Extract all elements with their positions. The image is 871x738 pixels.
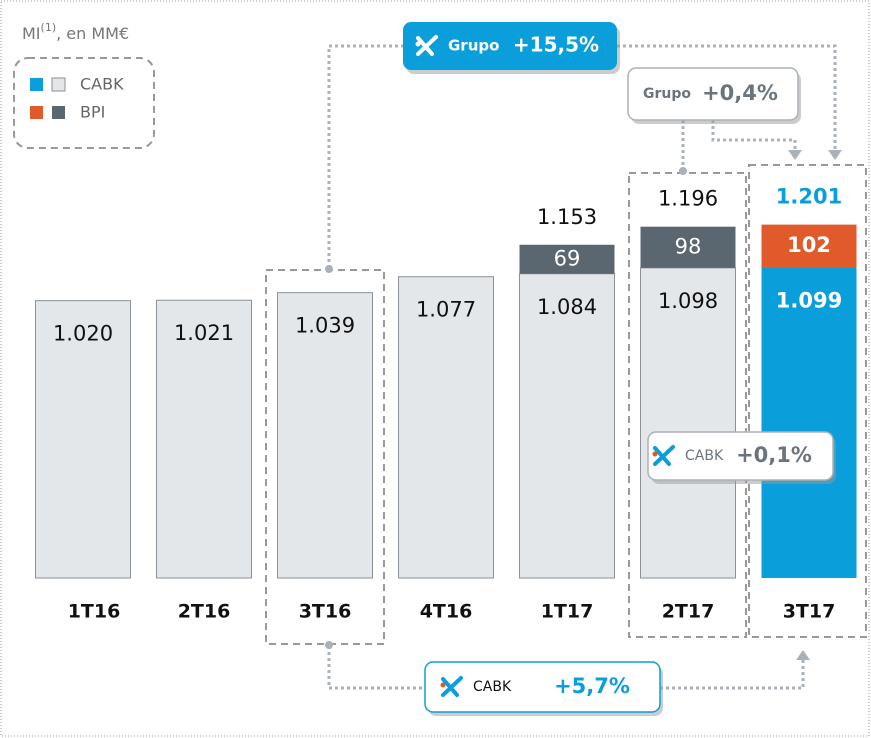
dot	[679, 167, 687, 175]
annotation-box	[403, 22, 617, 70]
value-label: 1.021	[174, 321, 234, 345]
value-label: 1.020	[53, 322, 113, 346]
value-label: 102	[787, 233, 831, 257]
bar	[398, 276, 494, 579]
x-tick-label: 2T17	[662, 601, 715, 623]
arrowhead	[788, 150, 802, 160]
annotation: Grupo +0,4%	[627, 67, 801, 124]
annotation-label: CABK	[685, 448, 724, 464]
total-label: 1.153	[537, 205, 597, 229]
annotation-value: +0,4%	[702, 81, 778, 105]
legend-swatch	[52, 106, 65, 119]
annotation-label: Grupo	[643, 86, 691, 102]
legend-swatch	[30, 78, 43, 91]
subtitle-sup: (1)	[41, 21, 57, 34]
legend-swatch	[30, 106, 43, 119]
subtitle: MI(1), en MM€	[22, 21, 129, 43]
bar	[519, 244, 615, 274]
icon	[441, 676, 463, 697]
value-label: 69	[554, 246, 581, 270]
bar	[519, 273, 615, 579]
annotation-value: +0,1%	[736, 443, 812, 467]
bar	[761, 224, 857, 268]
bar	[640, 267, 736, 579]
connector	[327, 646, 425, 690]
x-tick-label: 3T16	[299, 601, 352, 623]
annotation: Grupo +15,5%	[403, 22, 620, 74]
connectors	[327, 44, 837, 690]
bar	[640, 226, 736, 268]
icon	[653, 445, 675, 466]
connector	[617, 44, 837, 150]
icon-dot	[440, 682, 446, 688]
annotation-box	[424, 661, 661, 713]
value-label: 1.084	[537, 295, 597, 319]
x-tick-label: 1T16	[68, 601, 121, 623]
annotations: Grupo +15,5% Grupo +0,4% CABK +0,1% CABK +5,7%	[403, 22, 836, 716]
box-2t17	[628, 172, 747, 638]
annotation-value: +5,7%	[554, 674, 630, 698]
legend-label: CABK	[80, 75, 124, 94]
value-label: 1.039	[295, 314, 355, 338]
dot	[325, 641, 333, 649]
bar	[761, 267, 857, 578]
annotation-box	[627, 67, 799, 121]
highlight-boxes	[265, 164, 867, 645]
legend-swatch	[51, 77, 66, 92]
x-tick-label: 3T17	[783, 601, 836, 623]
subtitle-main: MI	[22, 24, 41, 43]
bar	[277, 292, 373, 579]
x-tick-label: 2T16	[178, 601, 231, 623]
value-label: 1.098	[658, 289, 718, 313]
total-label: 1.201	[776, 185, 842, 209]
bar	[35, 300, 131, 579]
arrowhead	[828, 150, 842, 160]
annotation-box	[647, 431, 834, 481]
value-label: 1.077	[416, 298, 476, 322]
value-label: 98	[675, 234, 702, 258]
connector	[711, 120, 797, 150]
subtitle-rest: , en MM€	[56, 24, 129, 43]
legend-label: BPI	[80, 103, 105, 122]
box-3t17	[748, 164, 867, 638]
bars: 1.020 1T16 1.021 2T16 1.039 3T16 1.077 4T16 1.08…	[35, 185, 857, 623]
annotation: CABK +0,1%	[647, 431, 836, 484]
x-tick-label: 1T17	[541, 601, 594, 623]
x-tick-label: 4T16	[420, 601, 473, 623]
legend: CABK BPI	[30, 75, 124, 122]
icon-dot	[652, 451, 658, 457]
dot	[325, 265, 333, 273]
annotation-label: CABK	[473, 679, 512, 695]
icon-dot	[415, 41, 421, 47]
connector	[327, 44, 403, 268]
icon	[416, 35, 438, 56]
annotation-label: Grupo	[448, 37, 499, 55]
arrowhead	[796, 650, 810, 660]
box-3t16	[265, 269, 385, 645]
annotation-value: +15,5%	[513, 33, 599, 57]
total-label: 1.196	[658, 187, 718, 211]
bar	[156, 299, 252, 579]
arrowheads	[325, 150, 842, 660]
annotation: CABK +5,7%	[424, 661, 663, 716]
value-label: 1.099	[776, 288, 842, 312]
